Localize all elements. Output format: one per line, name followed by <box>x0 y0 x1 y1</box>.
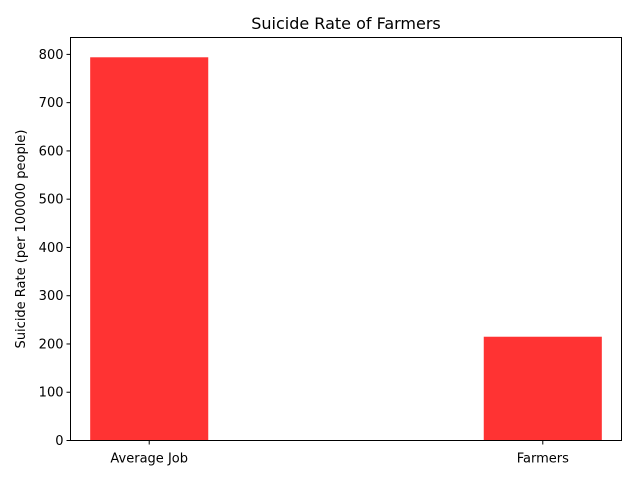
y-tick-label: 500 <box>39 193 64 208</box>
bar-farmers <box>483 336 602 441</box>
y-tick-label: 100 <box>39 386 64 401</box>
bar-average-job <box>90 57 209 441</box>
y-tick-label: 300 <box>39 289 64 304</box>
x-axis: Average Job Farmers <box>110 440 569 467</box>
y-axis: 0 100 200 300 400 500 600 700 800 <box>39 48 71 449</box>
plot-frame <box>70 37 622 441</box>
chart-title: Suicide Rate of Farmers <box>251 14 441 33</box>
x-tick-label: Average Job <box>110 452 188 467</box>
x-tick-label: Farmers <box>517 452 569 467</box>
y-tick-label: 400 <box>39 241 64 256</box>
y-tick-label: 800 <box>39 48 64 63</box>
y-tick-label: 0 <box>55 434 63 449</box>
y-axis-label: Suicide Rate (per 100000 people) <box>14 130 29 349</box>
y-tick-label: 200 <box>39 337 64 352</box>
bars-group <box>90 57 602 441</box>
y-tick-label: 600 <box>39 144 64 159</box>
y-tick-label: 700 <box>39 96 64 111</box>
